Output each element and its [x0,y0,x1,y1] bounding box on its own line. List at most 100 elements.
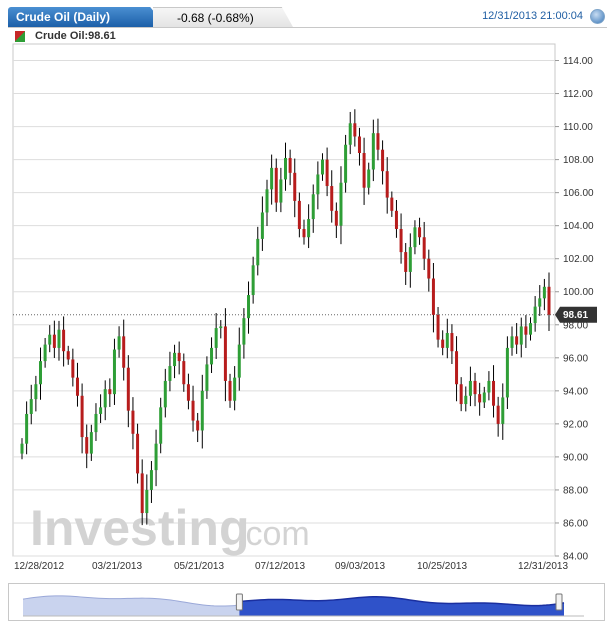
candle-body [381,149,385,172]
candle-body [20,443,24,454]
last-price-label: 98.61 [563,310,588,321]
candle-body [237,344,241,378]
candle-body [464,395,468,405]
watermark-suffix: .com [236,515,310,553]
candle-body [103,389,107,408]
candle-body [288,157,292,173]
range-navigator[interactable] [8,583,605,621]
y-tick-label: 88.00 [563,485,588,496]
candle-body [538,298,542,307]
x-tick-label: 07/12/2013 [255,561,305,572]
y-tick-label: 84.00 [563,552,588,563]
navigator-selected-line [239,596,565,607]
candle-body [450,333,454,352]
last-price-tag [555,306,597,323]
candle-body [154,443,158,471]
candle-body [330,186,334,211]
candle-body [94,413,98,433]
candle-body [270,167,274,190]
candle-body [200,390,204,431]
candle-body [427,258,431,279]
candle-body [223,326,227,381]
candle-body [131,410,135,434]
candle-body [529,323,533,335]
y-tick-label: 100.00 [563,287,594,298]
candle-body [487,380,491,393]
candle-body [126,367,130,411]
candle-body [533,306,537,324]
x-tick-label: 10/25/2013 [417,561,467,572]
candle-body [297,200,301,229]
candle-body [80,395,84,438]
price-change: -0.68 (-0.68%) [153,7,293,27]
candle-body [214,328,218,348]
candle-body [274,167,278,203]
candle-body [478,394,482,403]
x-tick-label: 05/21/2013 [174,561,224,572]
candle-body [168,366,172,381]
candle-body [149,470,153,490]
y-tick-label: 98.00 [563,320,588,331]
candle-body [436,314,440,340]
candle-swatch-icon [15,31,25,42]
candle-body [473,380,477,395]
candle-body [99,407,103,414]
candle-body [191,400,195,421]
candle-body [371,133,375,170]
candles [20,109,551,526]
candle-body [445,333,449,348]
candle-body [75,377,79,396]
x-tick-label: 12/31/2013 [518,561,568,572]
navigator-handle[interactable] [555,593,563,611]
x-tick-label: 12/28/2012 [14,561,64,572]
y-tick-label: 94.00 [563,386,588,397]
candle-body [293,172,297,201]
candle-body [422,237,426,259]
candle-body [413,227,417,248]
candle-body [344,144,348,183]
candle-body [233,377,237,401]
candle-body [145,489,149,514]
candle-body [251,265,255,296]
candle-body [357,136,361,154]
candle-body [408,247,412,272]
chart-title-tab[interactable]: Crude Oil (Daily) [8,7,166,27]
candle-body [182,361,186,385]
candle-body [316,174,320,195]
candle-body [515,336,519,345]
candle-body [459,384,463,405]
navigator-handle[interactable] [235,593,243,611]
x-tick-label: 03/21/2013 [92,561,142,572]
candle-body [348,123,352,145]
navigator-unselected-area [23,595,240,616]
clock-icon[interactable] [590,9,605,24]
plot-area [12,43,556,557]
candle-body [492,380,496,406]
candle-body [524,326,528,335]
candle-body [159,407,163,444]
y-tick-label: 108.00 [563,155,594,166]
candle-body [542,286,546,299]
watermark-brand: Investing [30,500,249,556]
candle-body [210,347,214,365]
candle-body [117,336,121,350]
candle-body [362,153,366,188]
candle-body [519,326,523,345]
candle-body [399,228,403,253]
candle-body [510,336,514,348]
candle-body [320,159,324,175]
candle-body [34,384,38,400]
series-label: Crude Oil:98.61 [35,30,116,42]
candle-body [302,228,306,238]
x-tick-label: 09/03/2013 [335,561,385,572]
candle-body [177,352,181,362]
candle-body [307,219,311,238]
candle-body [62,329,66,352]
y-tick-label: 96.00 [563,353,588,364]
candle-body [441,339,445,348]
candle-body [394,210,398,229]
candle-body [247,295,251,319]
candle-body [455,351,459,385]
candle-body [219,326,223,329]
